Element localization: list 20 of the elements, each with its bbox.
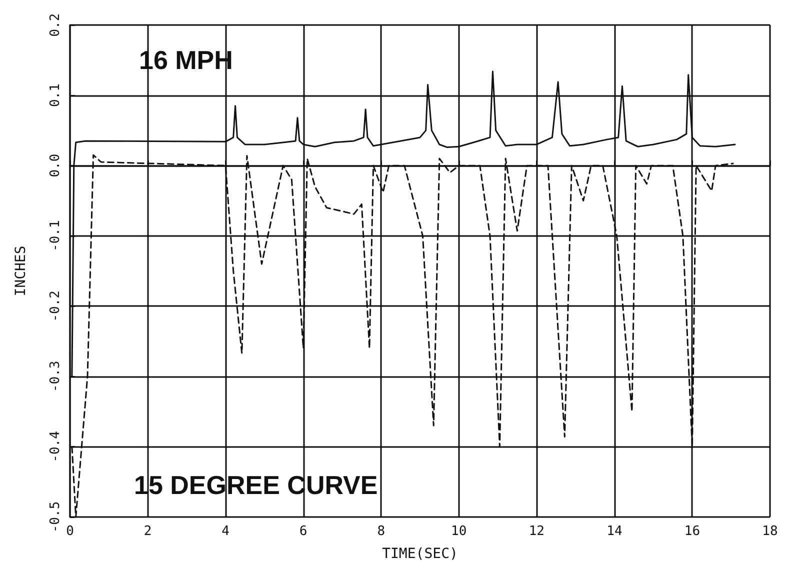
- x-tick-label: 2: [144, 524, 152, 539]
- y-tick-label: 0.1: [48, 84, 63, 108]
- x-tick-label: 12: [528, 524, 544, 539]
- x-tick-label: 16: [684, 524, 700, 539]
- y-tick-label: -0.5: [48, 501, 63, 533]
- y-axis-title: INCHES: [13, 246, 29, 296]
- x-tick-label: 4: [222, 524, 230, 539]
- y-tick-label: -0.4: [48, 430, 63, 462]
- x-tick-label: 14: [606, 524, 622, 539]
- y-tick-label: 0.2: [48, 13, 63, 37]
- x-tick-label: 18: [762, 524, 778, 539]
- y-tick-label: -0.1: [48, 220, 63, 252]
- x-tick-label: 6: [299, 524, 308, 539]
- y-tick-label: 0.0: [48, 154, 63, 178]
- x-tick-label: 0: [66, 524, 74, 539]
- y-tick-label: -0.2: [48, 290, 63, 322]
- x-tick-label: 10: [451, 524, 467, 539]
- x-axis-title: TIME(SEC): [382, 546, 458, 562]
- y-tick-label: -0.3: [48, 360, 63, 392]
- x-tick-label: 8: [377, 524, 386, 539]
